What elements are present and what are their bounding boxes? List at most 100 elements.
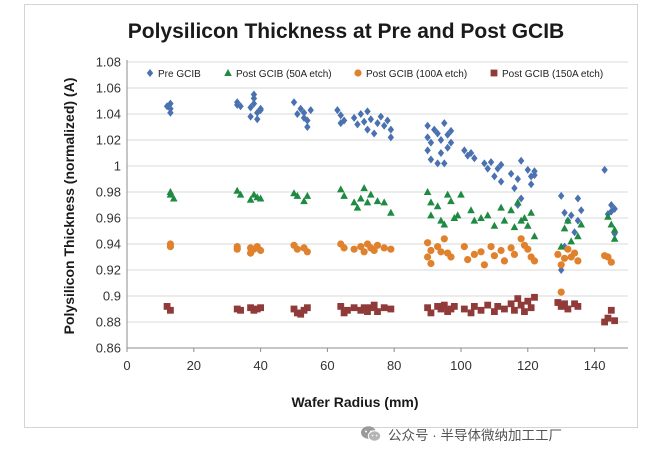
legend-label: Post GCIB (150A etch) — [502, 69, 603, 80]
data-point — [337, 303, 345, 310]
data-point — [357, 194, 365, 202]
data-point — [434, 129, 441, 138]
y-tick-label: 0.86 — [96, 341, 121, 356]
x-tick-label: 40 — [253, 358, 267, 373]
x-tick-labels: 0 20 40 60 80 100 120 140 — [123, 358, 605, 373]
data-point — [471, 154, 478, 163]
data-point — [293, 191, 302, 199]
data-point — [374, 308, 381, 315]
y-tick-label: 0.94 — [96, 237, 121, 252]
y-tick-label: 0.96 — [96, 211, 121, 226]
data-point — [290, 98, 298, 107]
legend-label: Post GCIB (100A etch) — [366, 69, 467, 80]
y-tick-label: 0.9 — [103, 289, 121, 304]
data-point — [233, 245, 241, 253]
data-point — [373, 197, 382, 205]
data-point — [250, 190, 258, 198]
data-point — [300, 197, 308, 205]
data-point — [514, 175, 521, 183]
chart-frame — [24, 4, 638, 428]
data-point — [564, 216, 572, 224]
y-tick-label: 1.06 — [96, 81, 121, 96]
data-point — [300, 113, 308, 122]
data-point — [491, 308, 498, 315]
data-point — [387, 208, 395, 216]
legend-marker — [490, 69, 498, 77]
data-point — [447, 253, 455, 261]
data-point — [484, 164, 491, 173]
data-point — [427, 155, 435, 164]
data-point — [254, 115, 261, 124]
data-point — [424, 304, 431, 312]
data-point — [527, 208, 535, 216]
data-point — [166, 190, 175, 198]
data-point — [500, 216, 509, 224]
x-tick-label: 60 — [320, 358, 334, 373]
data-point — [163, 102, 171, 111]
data-point — [490, 221, 499, 229]
data-point — [257, 246, 265, 255]
data-point — [467, 309, 475, 317]
legend-marker — [146, 69, 154, 77]
data-point — [467, 149, 475, 157]
data-point — [166, 243, 175, 251]
data-point — [250, 90, 258, 99]
data-point — [350, 198, 358, 206]
data-point — [524, 221, 532, 229]
watermark-text: 公众号 · 半导体微纳加工工厂 — [388, 428, 562, 443]
data-point — [527, 180, 535, 189]
data-point — [444, 143, 451, 152]
data-point — [350, 113, 358, 122]
data-point — [571, 228, 578, 237]
data-point — [427, 259, 435, 268]
data-point — [483, 211, 492, 219]
data-point — [574, 216, 582, 225]
data-point — [297, 104, 304, 113]
data-point — [500, 257, 509, 265]
data-point — [380, 304, 388, 312]
data-point — [337, 119, 344, 128]
data-point — [334, 106, 341, 115]
y-axis-label: Polysilicon Thickness (normalized) (A) — [61, 78, 77, 335]
data-point — [360, 248, 368, 256]
data-point — [608, 201, 615, 209]
data-point — [443, 190, 452, 198]
data-point — [434, 243, 442, 251]
data-point — [494, 303, 502, 310]
data-point — [494, 164, 501, 173]
data-point — [477, 306, 485, 314]
data-point — [373, 241, 382, 249]
data-point — [497, 203, 505, 211]
data-point — [578, 206, 585, 215]
data-point — [604, 253, 612, 261]
data-point — [501, 305, 508, 313]
data-point — [610, 234, 619, 242]
data-point — [444, 130, 451, 139]
y-tick-label: 0.88 — [96, 315, 121, 330]
legend: Pre GCIB Post GCIB (50A etch) Post GCIB (1… — [146, 69, 603, 80]
data-point — [481, 159, 488, 168]
watermark: 公众号 · 半导体微纳加工工厂 — [360, 422, 562, 446]
data-point — [437, 136, 445, 144]
data-point — [233, 186, 242, 194]
data-point — [377, 112, 385, 121]
data-point — [247, 103, 254, 112]
data-point — [387, 305, 395, 313]
data-point — [554, 250, 562, 258]
data-point — [531, 293, 538, 301]
data-point — [524, 165, 531, 174]
data-point — [340, 244, 348, 252]
data-point — [497, 160, 505, 169]
data-point — [601, 318, 609, 326]
data-point — [557, 261, 565, 269]
data-point — [557, 242, 565, 250]
data-point — [517, 235, 525, 243]
data-point — [447, 197, 455, 205]
data-point — [450, 303, 458, 310]
data-point — [437, 216, 445, 224]
data-point — [467, 206, 475, 214]
data-point — [511, 306, 518, 314]
data-point — [294, 110, 301, 118]
data-point — [457, 190, 465, 198]
data-point — [360, 304, 368, 312]
